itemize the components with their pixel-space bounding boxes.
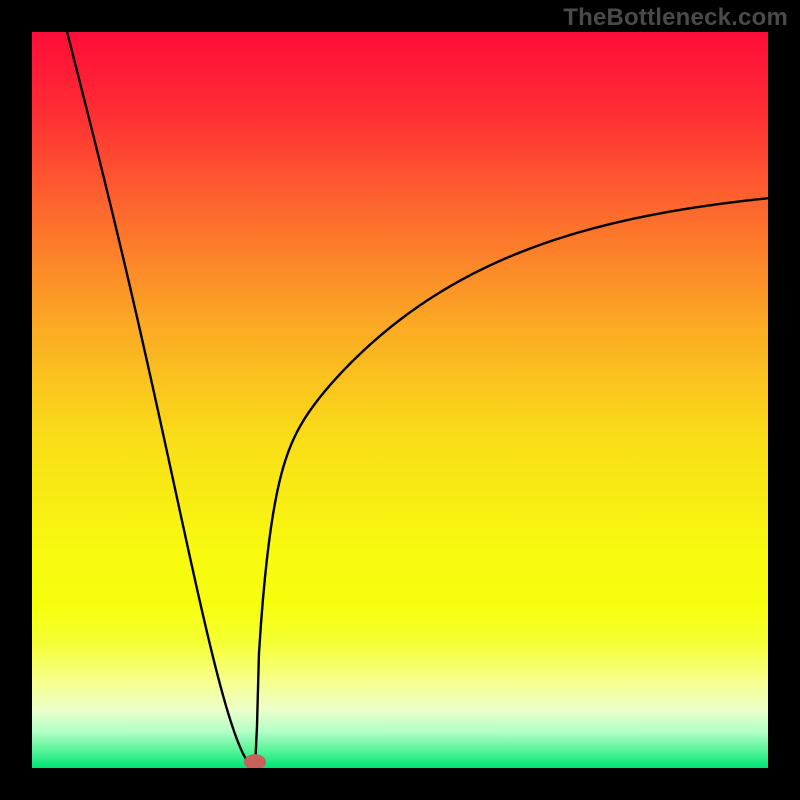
watermark-text: TheBottleneck.com <box>563 4 788 32</box>
gradient-background <box>32 32 768 768</box>
chart-frame: TheBottleneck.com <box>0 0 800 800</box>
bottleneck-chart <box>32 32 768 768</box>
